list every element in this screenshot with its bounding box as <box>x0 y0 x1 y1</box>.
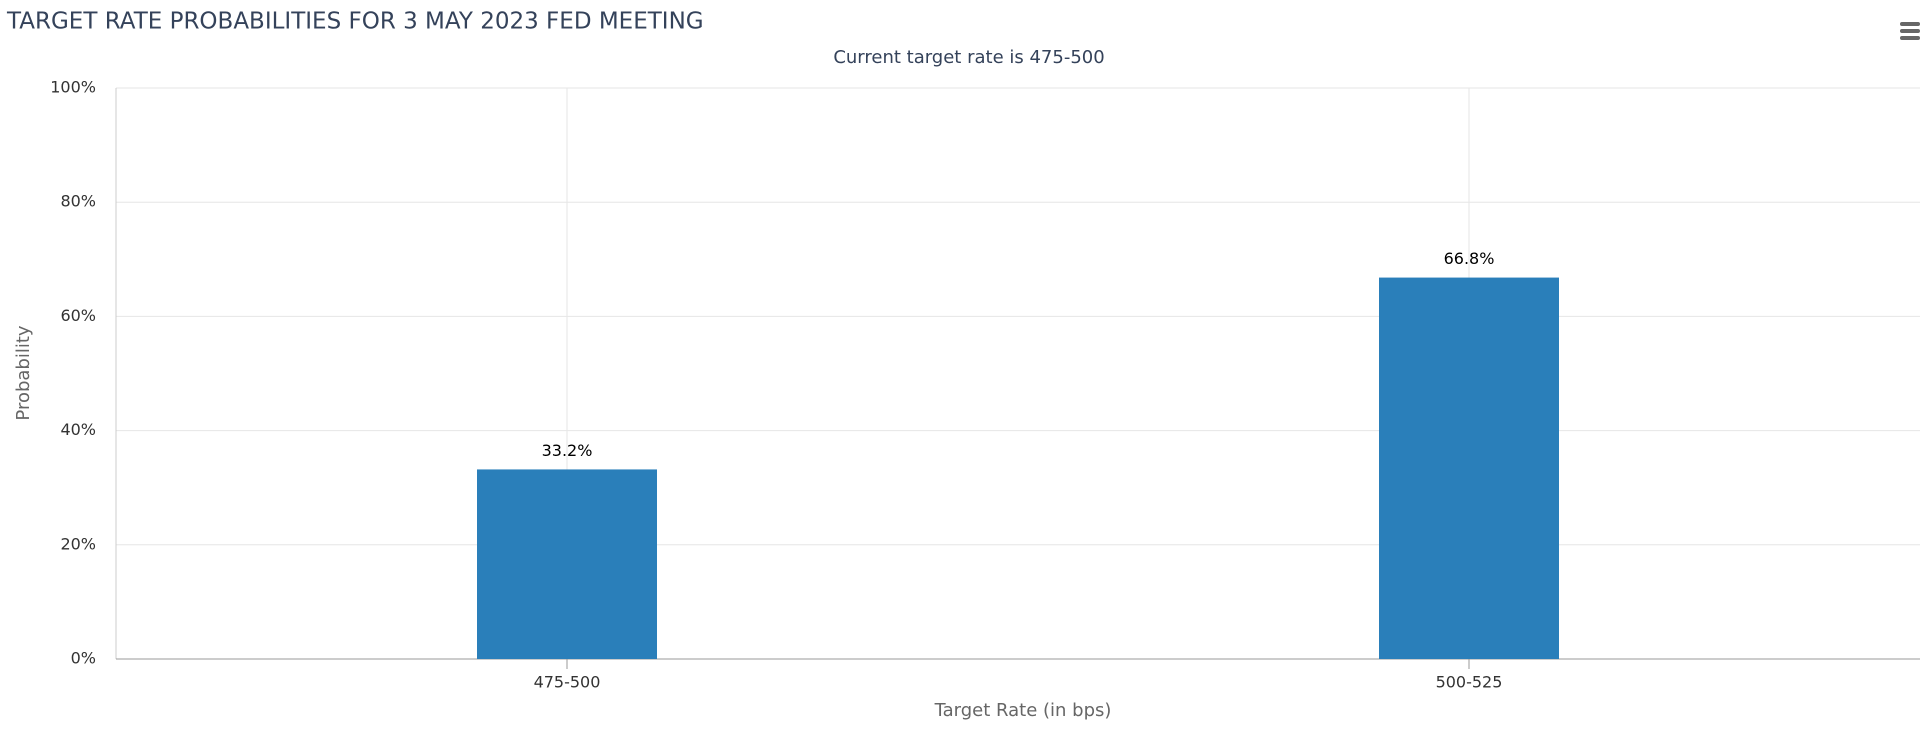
x-tick-label: 500-525 <box>1436 673 1503 692</box>
x-tick-label: 475-500 <box>534 673 601 692</box>
y-tick-label: 40% <box>60 420 96 439</box>
x-axis-title: Target Rate (in bps) <box>934 700 1112 721</box>
chart-title: TARGET RATE PROBABILITIES FOR 3 MAY 2023… <box>6 9 704 35</box>
y-tick-label: 100% <box>50 78 96 97</box>
y-tick-label: 80% <box>60 192 96 211</box>
menu-icon[interactable] <box>1900 22 1920 40</box>
value-label: 66.8% <box>1444 249 1495 268</box>
bar <box>477 469 657 659</box>
y-axis-title: Probability <box>13 325 34 420</box>
y-tick-label: 0% <box>71 649 96 668</box>
value-label: 33.2% <box>542 441 593 460</box>
chart-subtitle: Current target rate is 475-500 <box>833 47 1104 68</box>
bar <box>1379 277 1559 659</box>
y-tick-label: 20% <box>60 534 96 553</box>
y-tick-label: 60% <box>60 306 96 325</box>
